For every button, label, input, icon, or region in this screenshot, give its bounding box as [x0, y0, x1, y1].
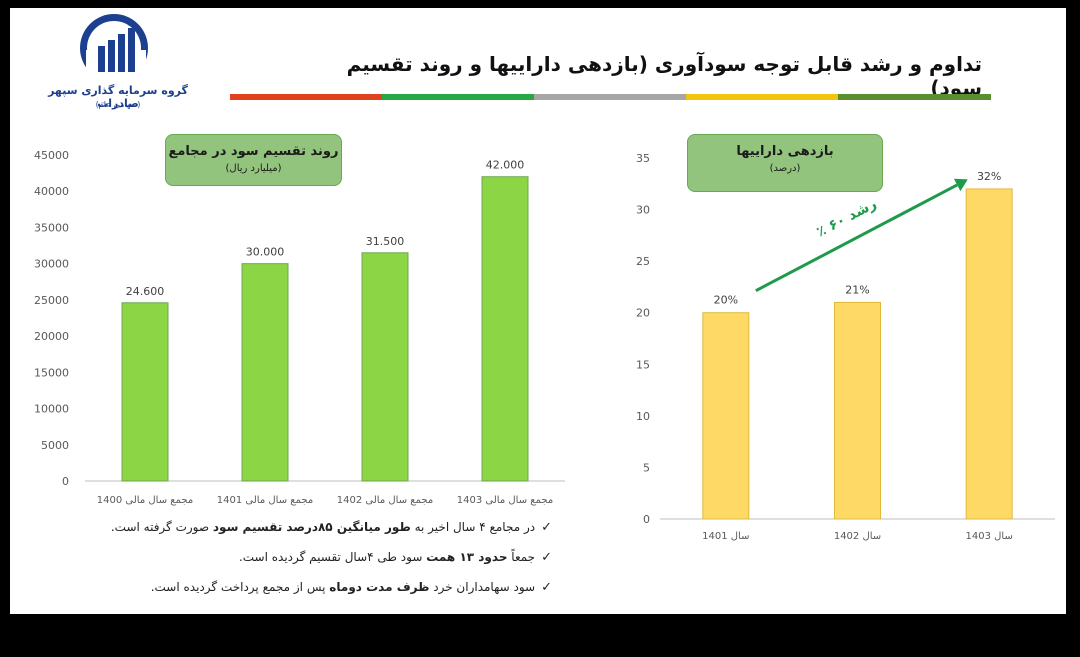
y-tick-label-0: 0 [643, 513, 650, 526]
bar-1 [834, 301, 881, 520]
x-tick-label-3: مجمع سال مالی 1403 [457, 495, 553, 506]
x-tick-label-2: مجمع سال مالی 1402 [337, 495, 433, 506]
bullet-item: ✓ در مجامع ۴ سال اخیر به طور میانگین ۸۵در… [100, 520, 552, 550]
logo-subtitle: (سهامی عام) [95, 100, 141, 109]
company-logo: گروه سرمایه گذاری سپهر صادرات (سهامی عام… [28, 12, 208, 112]
y-tick-label-2: 10 [636, 410, 650, 423]
asset-return-chart: 0 5 10 15 20 25 30 35 20% سال 1401 21% سال 1402 32% س… [636, 152, 1055, 542]
dividend-chart-title-box: روند تقسیم سود در مجامع (میلیارد ریال) [165, 134, 342, 186]
bullet-text-part: سود طی ۴سال تقسیم گردیده است. [238, 550, 427, 564]
color-bar-5 [838, 94, 991, 100]
check-icon: ✓ [541, 550, 552, 565]
y-tick-label-4: 20 [636, 307, 650, 320]
bar-2 [965, 188, 1013, 520]
y-tick-label-9: 45000 [34, 149, 69, 162]
x-tick-label-2: سال 1403 [966, 531, 1013, 542]
bullet-text-part: در مجامع ۴ سال اخیر به [410, 520, 536, 534]
y-tick-label-3: 15 [636, 358, 650, 371]
bullet-item: ✓ سود سهامداران خرد ظرف مدت دوماه پس از م… [100, 580, 552, 610]
x-tick-label-1: سال 1402 [834, 531, 881, 542]
bar-3 [481, 176, 529, 482]
y-tick-label-6: 30 [636, 204, 650, 217]
logo-name: گروه سرمایه گذاری سپهر صادرات [48, 84, 188, 110]
data-label-0: 24.600 [126, 285, 165, 298]
color-bar-3 [534, 94, 686, 100]
y-tick-label-1: 5 [643, 461, 650, 474]
y-tick-label-5: 25 [636, 255, 650, 268]
data-label-2: 32% [977, 170, 1001, 183]
bullet-text-part: سود سهامداران خرد [429, 580, 536, 594]
bar-2 [361, 252, 409, 482]
y-tick-label-1: 5000 [41, 439, 69, 452]
bullet-text-part: حدود ۱۳ همت [426, 550, 508, 564]
page-title: تداوم و رشد قابل توجه سودآوری (بازدهی دا… [346, 52, 982, 100]
data-label-1: 21% [845, 283, 869, 296]
bar-0 [702, 312, 750, 520]
slide: گروه سرمایه گذاری سپهر صادرات (سهامی عام… [10, 8, 1066, 614]
growth-annotation: رشد ۶۰ ٪ [814, 196, 879, 241]
bullet-list: ✓ در مجامع ۴ سال اخیر به طور میانگین ۸۵در… [100, 520, 552, 610]
check-icon: ✓ [541, 580, 552, 595]
y-tick-label-3: 15000 [34, 366, 69, 379]
asset-return-chart-title: بازدهی داراییها [736, 144, 834, 159]
dividend-chart: 0 5000 10000 15000 20000 25000 30000 35000 40000… [34, 149, 565, 506]
color-bar-4 [686, 94, 838, 100]
y-tick-label-4: 20000 [34, 330, 69, 343]
asset-return-chart-subtitle: (درصد) [769, 163, 801, 174]
bullet-text-part: جمعاً [507, 550, 536, 564]
y-tick-label-7: 35 [636, 152, 650, 165]
data-label-2: 31.500 [366, 235, 405, 248]
asset-return-chart-title-box: بازدهی داراییها (درصد) [687, 134, 883, 192]
y-tick-label-5: 25000 [34, 294, 69, 307]
growth-arrow-head [953, 178, 968, 192]
bullet-text-part: پس از مجمع پرداخت گردیده است. [150, 580, 330, 594]
x-tick-label-1: مجمع سال مالی 1401 [217, 495, 313, 506]
color-bar-1 [230, 94, 382, 100]
check-icon: ✓ [541, 520, 552, 535]
growth-arrow-line [755, 183, 958, 293]
bullet-item: ✓ جمعاً حدود ۱۳ همت سود طی ۴سال تقسیم گرد… [100, 550, 552, 580]
dividend-chart-subtitle: (میلیارد ریال) [225, 163, 282, 174]
bullet-text-part: ظرف مدت دوماه [329, 580, 430, 594]
bullet-text-part: صورت گرفته است. [110, 520, 213, 534]
x-tick-label-0: سال 1401 [702, 531, 749, 542]
y-tick-label-0: 0 [62, 475, 69, 488]
x-tick-label-0: مجمع سال مالی 1400 [97, 495, 193, 506]
dividend-chart-title: روند تقسیم سود در مجامع [168, 144, 339, 159]
data-label-0: 20% [714, 294, 738, 307]
data-label-1: 30.000 [246, 246, 285, 259]
y-tick-label-6: 30000 [34, 258, 69, 271]
color-bar-2 [382, 94, 534, 100]
y-tick-label-8: 40000 [34, 185, 69, 198]
data-label-3: 42.000 [486, 159, 525, 172]
bar-0 [121, 302, 169, 482]
y-tick-label-2: 10000 [34, 403, 69, 416]
y-tick-label-7: 35000 [34, 221, 69, 234]
logo-emblem-icon [80, 14, 148, 84]
bullet-text-part: طور میانگین ۸۵درصد تقسیم سود [212, 520, 411, 534]
bar-1 [241, 263, 289, 482]
